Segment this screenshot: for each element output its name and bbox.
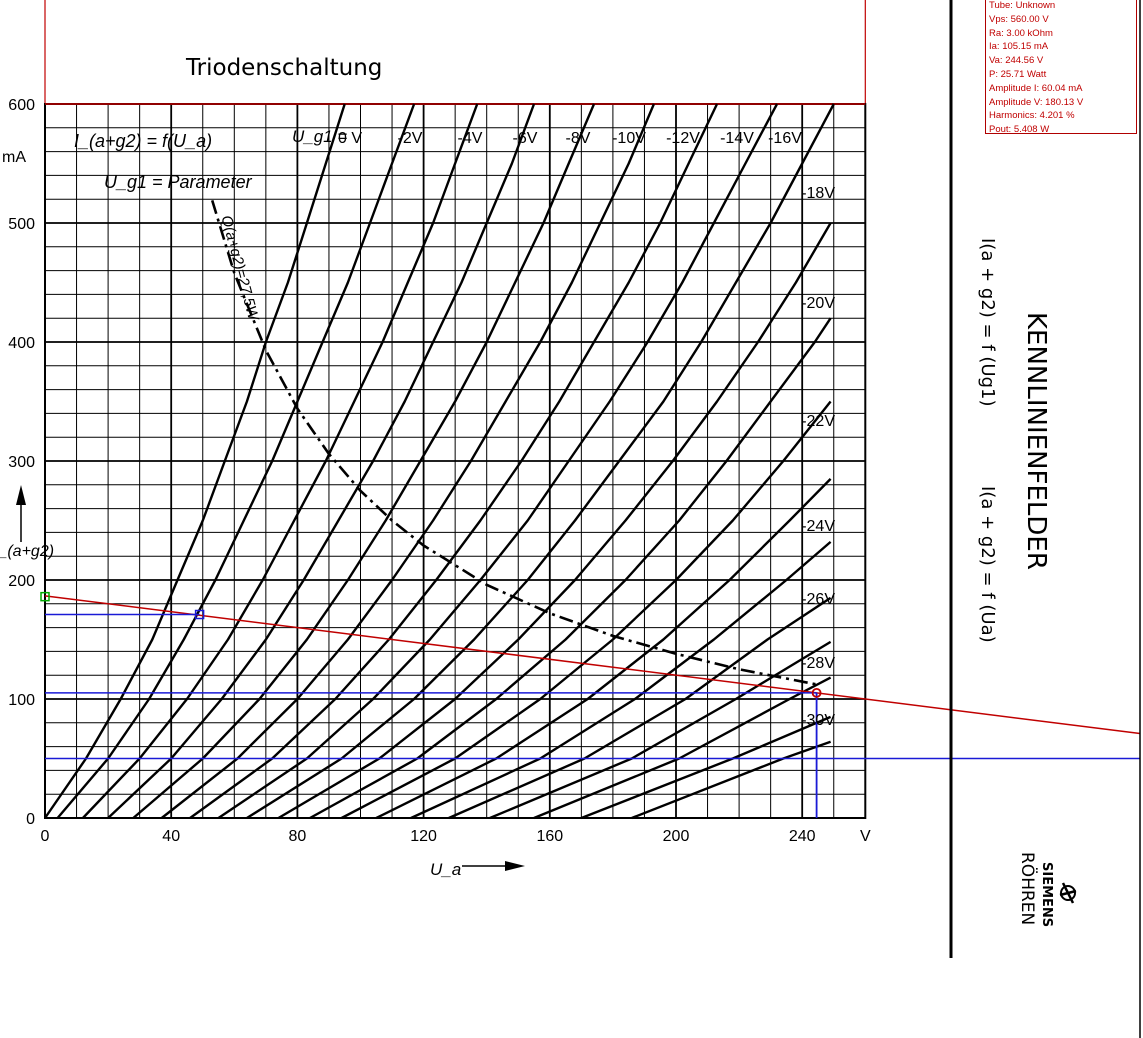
- curve-ug1-minus-16v: [246, 103, 835, 820]
- curve-label-right: -20V: [801, 295, 835, 312]
- operating-point-marker: [811, 687, 822, 698]
- logo-brand: SIEMENS: [1039, 862, 1054, 927]
- logo-lightning: [1059, 882, 1077, 904]
- curve-ug1-minus-30v: [489, 640, 832, 820]
- x-axis-title: U_a: [430, 860, 461, 879]
- y-tick-label: 0: [26, 811, 35, 828]
- x-axis-arrow-head: [505, 861, 525, 871]
- y-unit-label: mA: [2, 149, 26, 166]
- parameter-label: U_g1 = Parameter: [104, 172, 253, 192]
- curve-label-top: -4V: [458, 130, 483, 147]
- curve-label-right: -28V: [801, 655, 835, 672]
- info-line-amplitude-v: Amplitude V: 180.13 V: [989, 96, 1084, 108]
- operating-point-info-panel: Tube: Unknown Vps: 560.00 V Ra: 3.00 kOh…: [985, 0, 1137, 136]
- y-tick-label: 300: [8, 454, 35, 471]
- info-line-ra: Ra: 3.00 kOhm: [989, 27, 1053, 39]
- curve-ug1-minus-14v: [217, 103, 779, 819]
- curve-label-top: -14V: [720, 130, 754, 147]
- curve-ug1-minus-26v: [410, 540, 832, 820]
- chart-title: Triodenschaltung: [185, 55, 382, 81]
- curve-ug1-minus-12v: [189, 103, 719, 819]
- y-tick-label: 500: [8, 216, 35, 233]
- info-line-va: Va: 244.56 V: [989, 55, 1044, 67]
- y-tick-label: 600: [8, 97, 35, 114]
- curve-label-top: -2V: [398, 130, 423, 147]
- logo-sub: RÖHREN: [1017, 852, 1039, 925]
- curve-label-right: -18V: [801, 185, 835, 202]
- curve-label-top: -8V: [566, 130, 591, 147]
- info-line-amplitude-i: Amplitude I: 60.04 mA: [989, 82, 1083, 94]
- x-unit-label: V: [860, 828, 871, 845]
- y-tick-label: 100: [8, 692, 35, 709]
- x-tick-label: 240: [789, 828, 816, 845]
- curve-label-right: -30V: [801, 712, 835, 729]
- y-tick-label: 400: [8, 335, 35, 352]
- swing-upper-marker: [194, 609, 205, 620]
- x-tick-label: 200: [663, 828, 690, 845]
- curve-ug1-minus-32v: [533, 676, 832, 820]
- load-line-overlay: [40, 591, 1141, 818]
- anode-curves: [44, 103, 835, 820]
- siemens-logo-icon: [1059, 882, 1077, 904]
- x-tick-label: 40: [162, 828, 180, 845]
- curve-ug10v: [44, 103, 346, 819]
- side-formula-ua: I(a + g2) = f (Ua): [977, 486, 998, 643]
- curve-label-right: -26V: [801, 591, 835, 608]
- curve-label-top: -16V: [768, 130, 802, 147]
- curve-ug1-minus-6v: [107, 103, 536, 819]
- curve-ug1-minus-4v: [82, 103, 479, 819]
- side-formula-ug1: I(a + g2) = f (Ug1): [977, 238, 998, 406]
- curve-label-top: -6V: [513, 130, 538, 147]
- curve-ug1-minus-36v: [631, 740, 831, 820]
- curve-ug1-minus-20v: [309, 317, 832, 820]
- curve-ug1-minus-10v: [160, 103, 656, 819]
- x-tick-label: 120: [410, 828, 437, 845]
- curve-label-top: -10V: [612, 130, 646, 147]
- curve-ug1-minus-8v: [132, 103, 596, 819]
- x-tick-label: 160: [536, 828, 563, 845]
- curve-label-top: -12V: [666, 130, 700, 147]
- y-tick-label: 200: [8, 573, 35, 590]
- x-tick-label: 0: [41, 828, 50, 845]
- info-line-harmonics: Harmonics: 4.201 %: [989, 110, 1075, 122]
- curve-label-right: -24V: [801, 518, 835, 535]
- curve-label-right: -22V: [801, 413, 835, 430]
- power-curve-label: Q(a+g2)=27,5W: [218, 214, 263, 324]
- y-axis-arrow-head: [16, 485, 26, 505]
- power-dissipation-curve: [210, 200, 819, 686]
- side-panel-title: KENNLINIENFELDER: [1021, 312, 1051, 570]
- y-axis-title: I_(a+g2): [0, 543, 54, 560]
- load-line: [44, 595, 1141, 735]
- info-line-ia: Ia: 105.15 mA: [989, 41, 1049, 53]
- info-line-pout: Pout: 5.408 W: [989, 124, 1050, 136]
- curve-ug1-minus-18v: [277, 222, 832, 820]
- curve-ug1-minus-2v: [56, 103, 416, 819]
- curve-ug1-minus-28v: [448, 596, 832, 820]
- param-prefix-label: U_g1 =: [292, 127, 347, 146]
- info-line-vps: Vps: 560.00 V: [989, 13, 1049, 25]
- formula-label: I_(a+g2) = f(U_a): [74, 131, 212, 151]
- info-line-tube: Tube: Unknown: [989, 0, 1056, 11]
- load-line-start-marker: [40, 591, 50, 602]
- curve-ug1-minus-34v: [580, 715, 832, 820]
- x-tick-label: 80: [289, 828, 307, 845]
- curve-ug1-minus-22v: [341, 400, 832, 820]
- info-line-power: P: 25.71 Watt: [989, 68, 1047, 80]
- curve-label-top: 0 V: [338, 130, 362, 147]
- logo-ring: [1060, 885, 1076, 901]
